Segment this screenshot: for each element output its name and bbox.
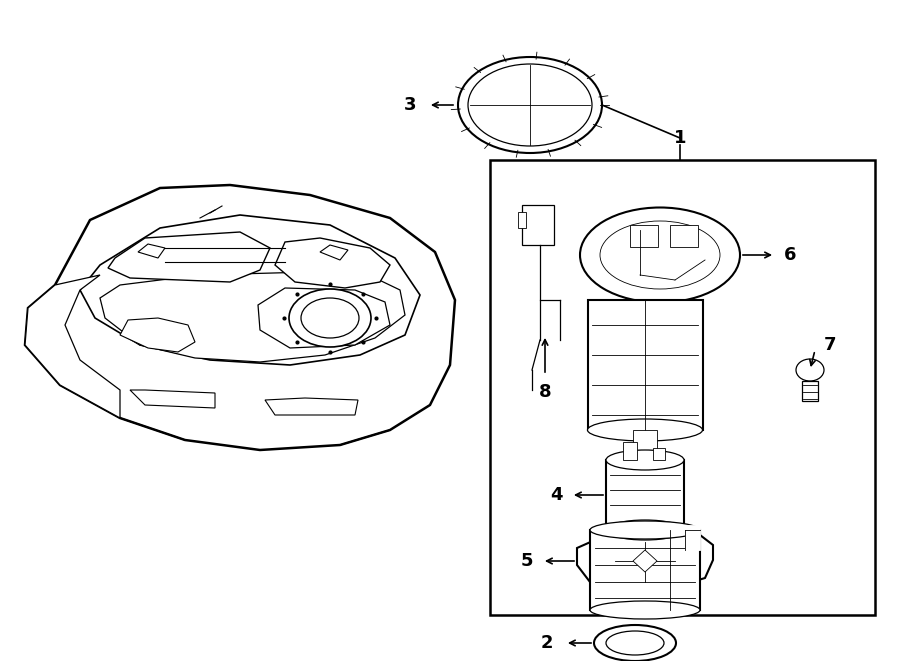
Bar [633,430,657,450]
Ellipse shape [606,631,664,655]
Ellipse shape [594,625,676,661]
Polygon shape [577,532,713,590]
Bar [685,525,700,550]
Polygon shape [130,390,215,408]
Bar [623,442,637,460]
Polygon shape [275,238,390,288]
Polygon shape [138,244,165,258]
Bar [522,205,554,245]
Text: 7: 7 [824,336,836,354]
Ellipse shape [588,419,703,441]
Text: 5: 5 [521,552,533,570]
Polygon shape [320,245,348,260]
Bar [590,530,700,610]
Bar [606,460,684,530]
Text: 2: 2 [541,634,554,652]
Polygon shape [80,215,420,365]
Ellipse shape [600,221,720,289]
Ellipse shape [580,208,740,303]
Polygon shape [120,318,195,352]
Polygon shape [258,288,390,348]
Bar [490,160,875,615]
Ellipse shape [590,521,700,539]
Ellipse shape [468,64,592,146]
Text: 3: 3 [404,96,416,114]
Bar [670,225,698,247]
Ellipse shape [301,298,359,338]
Ellipse shape [796,359,824,381]
Text: 6: 6 [784,246,796,264]
Bar [588,300,703,430]
Ellipse shape [458,57,602,153]
Polygon shape [108,232,270,282]
Bar [653,448,665,460]
Bar [630,225,658,247]
Polygon shape [25,275,120,418]
Polygon shape [265,398,358,415]
Ellipse shape [289,289,371,347]
Text: 4: 4 [550,486,562,504]
Bar [518,212,526,228]
Text: 8: 8 [539,383,552,401]
Polygon shape [25,185,455,450]
Ellipse shape [606,450,684,470]
Bar [802,381,818,401]
Polygon shape [633,550,657,572]
Polygon shape [100,272,405,362]
Text: 1: 1 [674,129,686,147]
Ellipse shape [606,520,684,540]
Ellipse shape [590,601,700,619]
